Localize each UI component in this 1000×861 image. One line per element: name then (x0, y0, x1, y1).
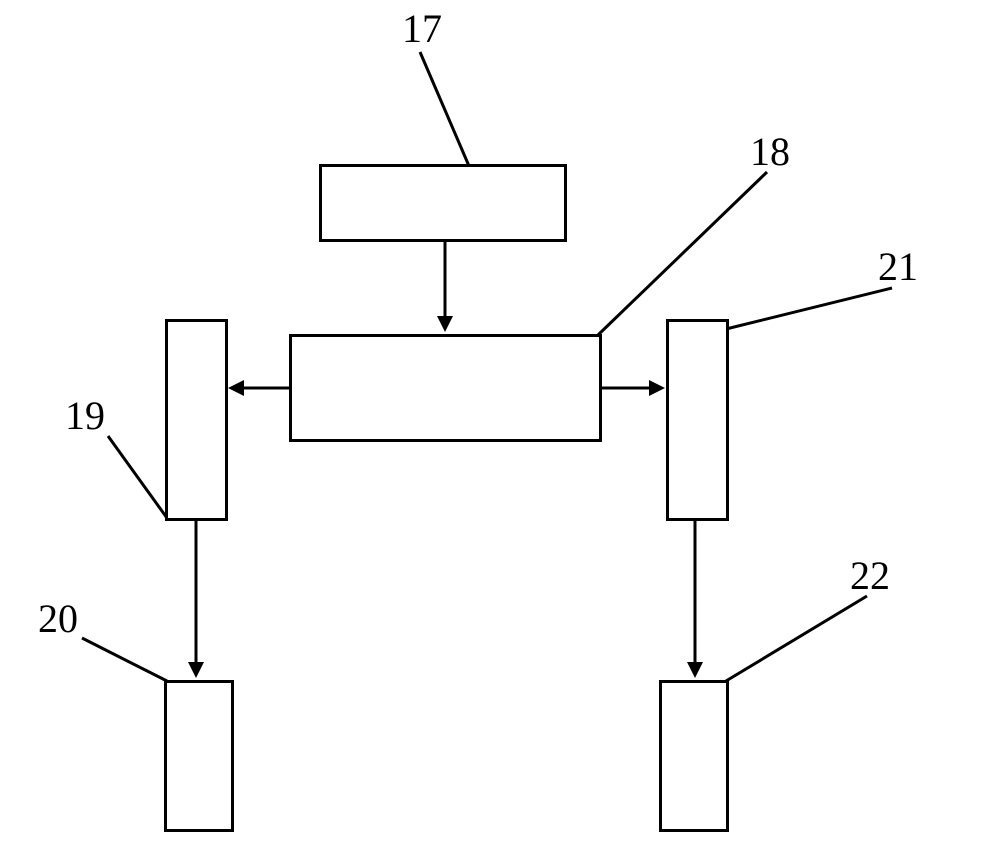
leader-line-5 (726, 596, 867, 681)
leader-line-2 (108, 436, 167, 518)
node-n21 (666, 319, 729, 521)
label-l21: 21 (878, 243, 918, 290)
node-n22 (659, 680, 729, 832)
node-n18 (289, 334, 602, 442)
label-l17: 17 (402, 5, 442, 52)
leader-line-3 (82, 638, 167, 681)
node-n20 (164, 680, 234, 832)
label-l22: 22 (850, 552, 890, 599)
leader-line-1 (598, 172, 767, 335)
label-l20: 20 (38, 595, 78, 642)
leader-line-0 (420, 52, 469, 166)
arrow-connectors (196, 242, 695, 674)
leader-line-4 (726, 288, 892, 329)
label-l19: 19 (65, 392, 105, 439)
label-l18: 18 (750, 128, 790, 175)
node-n17 (319, 164, 567, 242)
diagram-canvas: 17 18 19 20 21 22 (0, 0, 1000, 861)
node-n19 (165, 319, 228, 521)
